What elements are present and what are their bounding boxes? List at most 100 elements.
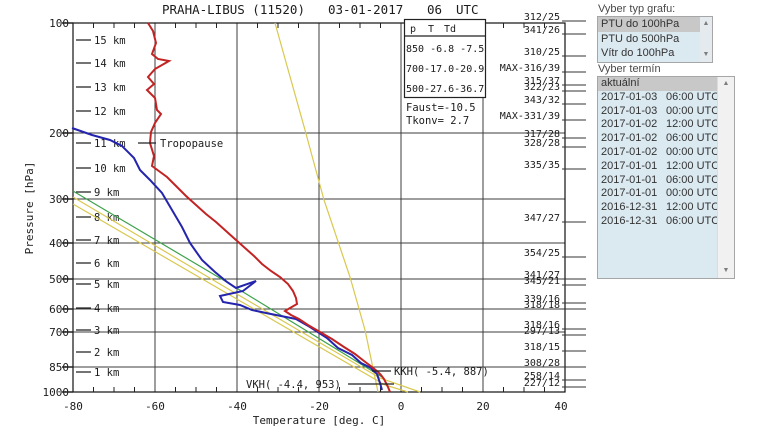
term-option[interactable]: aktuální (598, 77, 717, 91)
scroll-down-icon[interactable]: ▼ (702, 51, 710, 58)
term-date: 2016-12-31 (601, 214, 658, 227)
km-label: 7 km (94, 235, 119, 247)
wind-label: 341/26 (524, 25, 560, 36)
term-option[interactable]: 2017-01-01 00:00 UTC (598, 187, 717, 201)
wind-label: 315/37 (524, 76, 560, 87)
info-row-500: 500-27.6-36.7 (406, 84, 484, 95)
scroll-up-icon[interactable]: ▲ (702, 20, 710, 27)
term-time: 06:00 UTC (666, 214, 717, 227)
term-option[interactable]: 2017-01-03 00:00 UTC (598, 105, 717, 119)
graph-type-listbox[interactable]: PTU do 100hPa PTU do 500hPa Vítr do 100h… (597, 16, 713, 63)
graph-type-option-vitr-100[interactable]: Vítr do 100hPa (601, 47, 675, 59)
term-date: 2017-01-01 (601, 159, 658, 172)
info-header-p: p (410, 24, 416, 35)
term-date: 2017-01-02 (601, 132, 658, 145)
wind-label: 335/35 (524, 160, 560, 171)
term-option[interactable]: 2016-12-31 06:00 UTC (598, 215, 717, 229)
term-option[interactable]: 2017-01-01 12:00 UTC (598, 160, 717, 174)
pressure-tick-label: 500 (49, 273, 69, 286)
graph-type-option-ptu-500[interactable]: PTU do 500hPa (601, 32, 680, 45)
chart-title-date: 03-01-2017 (328, 2, 403, 17)
faust-value: Faust=-10.5 (406, 102, 476, 114)
term-time: 06:00 UTC (666, 132, 717, 145)
tropopause-label: Tropopause (160, 138, 223, 150)
term-time: 00:00 UTC (666, 104, 717, 117)
term-date: 2017-01-02 (601, 118, 658, 131)
term-option-label: aktuální (601, 77, 640, 89)
term-scrollbar[interactable]: ▲ ▼ (717, 77, 734, 278)
km-label: 4 km (94, 303, 119, 315)
wind-label: 347/27 (524, 213, 560, 224)
scroll-up-icon[interactable]: ▲ (722, 80, 730, 87)
km-label: 13 km (94, 82, 126, 94)
km-label: 15 km (94, 35, 126, 47)
graph-type-scrollbar[interactable]: ▲ ▼ (700, 17, 712, 62)
term-date: 2017-01-02 (601, 145, 658, 158)
tkonv-value: Tkonv= 2.7 (406, 115, 469, 127)
term-listbox[interactable]: aktuální 2017-01-03 06:00 UTC 2017-01-03 0… (597, 76, 735, 279)
km-label: 5 km (94, 279, 119, 291)
term-option[interactable]: 2016-12-31 12:00 UTC (598, 201, 717, 215)
wind-label: 310/25 (524, 47, 560, 58)
y-axis-label: Pressure [hPa] (23, 162, 36, 255)
pressure-tick-label: 850 (49, 361, 69, 374)
sounding-chart: PRAHA-LIBUS (11520) 03-01-2017 06 UTC 10… (23, 2, 586, 427)
temp-tick-label: 40 (554, 400, 567, 413)
wind-label: MAX-331/39 (500, 111, 560, 122)
wind-label: MAX-316/39 (500, 63, 560, 74)
pressure-tick-label: 300 (49, 193, 69, 206)
pressure-tick-label: 400 (49, 237, 69, 250)
info-header-t: T (428, 24, 434, 35)
term-time: 12:00 UTC (666, 159, 717, 172)
km-label: 9 km (94, 187, 119, 199)
km-label: 1 km (94, 367, 119, 379)
ascent-line-yellow-2 (72, 203, 409, 393)
km-label: 3 km (94, 325, 119, 337)
wind-label: 354/25 (524, 248, 560, 259)
wind-label: 322/23 (524, 82, 560, 93)
term-time: 12:00 UTC (666, 201, 717, 214)
wind-label: 339/16 (524, 294, 560, 305)
wind-label: 328/28 (524, 138, 560, 149)
kkh-label: KKH( -5.4, 887) (394, 366, 489, 378)
wind-label: 227/12 (524, 378, 560, 389)
pressure-tick-label: 1000 (43, 386, 70, 399)
scroll-down-icon[interactable]: ▼ (722, 267, 730, 274)
pressure-tick-label: 100 (49, 17, 69, 30)
x-axis-label: Temperature [deg. C] (253, 414, 385, 427)
term-date: 2017-01-03 (601, 104, 658, 117)
term-option[interactable]: 2017-01-01 06:00 UTC (598, 174, 717, 188)
sounding-svg: PRAHA-LIBUS (11520) 03-01-2017 06 UTC 10… (23, 2, 586, 427)
info-row-700: 700-17.0-20.9 (406, 64, 484, 75)
vkh-label: VKH( -4.4, 953) (246, 379, 341, 391)
wind-label: 345/21 (524, 276, 560, 287)
term-option[interactable]: 2017-01-03 06:00 UTC (598, 91, 717, 105)
term-date: 2017-01-01 (601, 187, 658, 200)
term-time: 00:00 UTC (666, 187, 717, 200)
plot-border (72, 22, 566, 393)
term-option[interactable]: 2017-01-02 06:00 UTC (598, 132, 717, 146)
term-date: 2016-12-31 (601, 201, 658, 214)
km-label: 2 km (94, 347, 119, 359)
term-option[interactable]: 2017-01-02 00:00 UTC (598, 146, 717, 160)
term-option[interactable]: 2017-01-02 12:00 UTC (598, 118, 717, 132)
term-time: 06:00 UTC (666, 173, 717, 186)
temp-tick-label: -40 (227, 400, 247, 413)
temp-tick-label: -20 (309, 400, 329, 413)
term-time: 00:00 UTC (666, 145, 717, 158)
term-date: 2017-01-03 (601, 90, 658, 103)
wind-label: 318/16 (524, 320, 560, 331)
term-date: 2017-01-01 (601, 173, 658, 186)
temp-tick-label: 20 (476, 400, 489, 413)
graph-type-option-ptu-100[interactable]: PTU do 100hPa (598, 17, 712, 32)
temp-tick-label: -60 (145, 400, 165, 413)
ascent-line-green (72, 190, 383, 378)
pressure-tick-label: 600 (49, 303, 69, 316)
km-label: 11 km (94, 138, 126, 150)
wind-label: 312/25 (524, 12, 560, 23)
ascent-line-yellow-1 (72, 196, 421, 393)
chart-title-tz: UTC (456, 2, 479, 17)
pressure-tick-marks (62, 22, 73, 393)
pressure-tick-label: 200 (49, 127, 69, 140)
